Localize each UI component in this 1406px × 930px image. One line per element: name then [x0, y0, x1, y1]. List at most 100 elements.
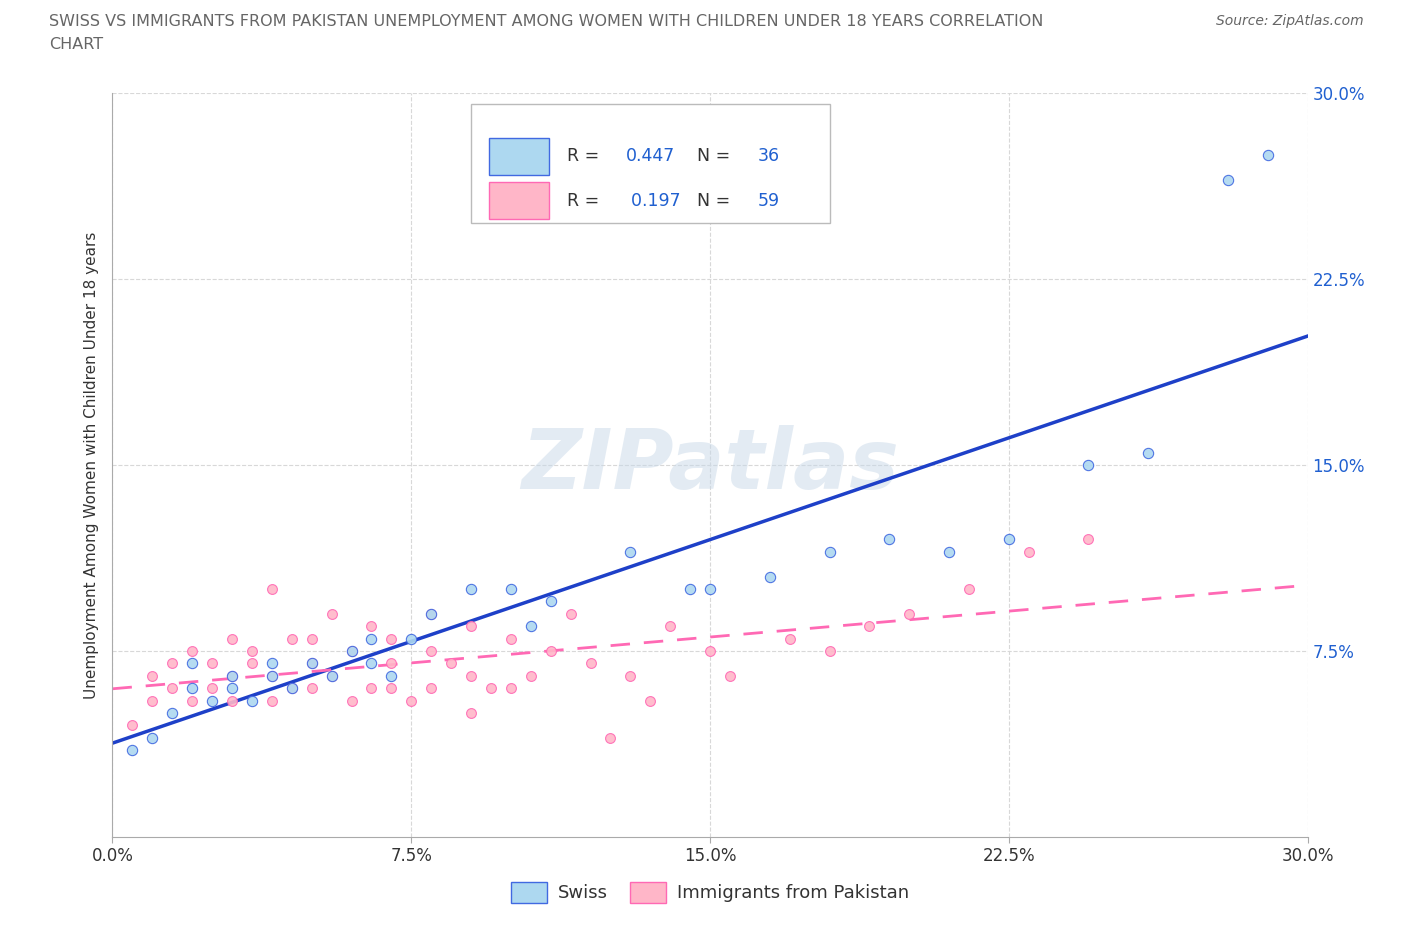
Point	[540, 644, 562, 658]
Point	[301, 656, 323, 671]
Point	[460, 669, 482, 684]
Text: ZIPatlas: ZIPatlas	[522, 424, 898, 506]
Point	[221, 669, 243, 684]
Point	[938, 544, 960, 559]
Point	[281, 681, 304, 696]
Point	[499, 581, 522, 596]
Point	[260, 656, 283, 671]
Point	[619, 669, 641, 684]
Point	[181, 681, 204, 696]
Point	[380, 669, 402, 684]
Point	[998, 532, 1021, 547]
Point	[718, 669, 741, 684]
Point	[181, 693, 204, 708]
Point	[858, 618, 880, 633]
Point	[401, 631, 423, 646]
Point	[460, 706, 482, 721]
Bar	[471, 104, 830, 223]
Text: 36: 36	[758, 147, 780, 166]
Point	[181, 656, 204, 671]
Point	[520, 669, 543, 684]
Point	[879, 532, 901, 547]
Point	[440, 656, 463, 671]
Point	[360, 656, 382, 671]
Point	[162, 706, 183, 721]
Point	[281, 631, 304, 646]
Point	[221, 631, 243, 646]
Point	[340, 693, 363, 708]
Point	[420, 606, 443, 621]
Point	[479, 681, 502, 696]
Point	[1137, 445, 1160, 460]
Point	[599, 730, 621, 745]
Point	[301, 656, 323, 671]
Point	[1018, 544, 1040, 559]
Point	[201, 693, 224, 708]
Point	[240, 656, 263, 671]
Point	[1216, 172, 1239, 187]
Point	[221, 681, 243, 696]
Point	[181, 644, 204, 658]
FancyBboxPatch shape	[489, 182, 548, 219]
Point	[260, 669, 283, 684]
Point	[1257, 148, 1279, 163]
Point	[499, 681, 522, 696]
Text: 0.447: 0.447	[627, 147, 676, 166]
Point	[759, 569, 782, 584]
Point	[779, 631, 801, 646]
Point	[121, 743, 143, 758]
Point	[401, 693, 423, 708]
Point	[141, 730, 163, 745]
Point	[162, 681, 183, 696]
Point	[240, 644, 263, 658]
Point	[360, 631, 382, 646]
Text: CHART: CHART	[49, 37, 103, 52]
Legend: Swiss, Immigrants from Pakistan: Swiss, Immigrants from Pakistan	[503, 874, 917, 910]
Point	[340, 644, 363, 658]
Point	[201, 681, 224, 696]
Text: Source: ZipAtlas.com: Source: ZipAtlas.com	[1216, 14, 1364, 28]
Point	[699, 644, 721, 658]
Point	[340, 644, 363, 658]
Point	[301, 681, 323, 696]
Y-axis label: Unemployment Among Women with Children Under 18 years: Unemployment Among Women with Children U…	[84, 232, 100, 698]
Point	[420, 681, 443, 696]
Point	[201, 656, 224, 671]
Point	[1077, 532, 1099, 547]
Point	[540, 594, 562, 609]
Point	[1077, 458, 1099, 472]
Point	[420, 644, 443, 658]
Point	[499, 631, 522, 646]
Point	[579, 656, 602, 671]
Point	[699, 581, 721, 596]
Point	[957, 581, 980, 596]
Point	[221, 693, 243, 708]
Point	[640, 693, 662, 708]
Text: N =: N =	[686, 147, 735, 166]
Text: 59: 59	[758, 192, 780, 210]
Point	[321, 669, 343, 684]
Text: N =: N =	[686, 192, 735, 210]
Point	[818, 644, 841, 658]
Point	[360, 618, 382, 633]
Point	[619, 544, 641, 559]
Point	[141, 693, 163, 708]
Point	[281, 681, 304, 696]
Text: SWISS VS IMMIGRANTS FROM PAKISTAN UNEMPLOYMENT AMONG WOMEN WITH CHILDREN UNDER 1: SWISS VS IMMIGRANTS FROM PAKISTAN UNEMPL…	[49, 14, 1043, 29]
Point	[460, 618, 482, 633]
Point	[360, 681, 382, 696]
Point	[321, 669, 343, 684]
Point	[141, 669, 163, 684]
Point	[221, 669, 243, 684]
Point	[420, 606, 443, 621]
Point	[898, 606, 921, 621]
Point	[260, 669, 283, 684]
Point	[460, 581, 482, 596]
Point	[679, 581, 702, 596]
Point	[380, 631, 402, 646]
Point	[301, 631, 323, 646]
Point	[560, 606, 582, 621]
Point	[659, 618, 682, 633]
Point	[240, 693, 263, 708]
Point	[260, 693, 283, 708]
